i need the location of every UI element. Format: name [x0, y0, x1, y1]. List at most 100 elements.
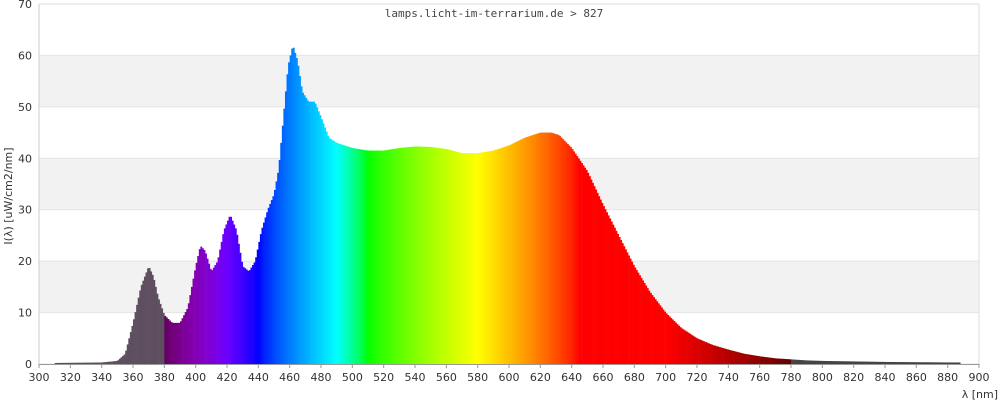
spectrum-slice [592, 182, 594, 364]
spectrum-slice [234, 228, 237, 364]
spectrum-slice [180, 321, 182, 364]
spectrum-slice [704, 341, 707, 364]
spectrum-slice [396, 148, 399, 364]
spectrum-slice [709, 343, 712, 364]
spectrum-slice [610, 221, 613, 364]
spectrum-slice [253, 262, 256, 364]
spectrum-slice [117, 360, 120, 364]
spectrum-slice [656, 301, 659, 364]
spectrum-slice [900, 362, 903, 364]
spectrum-slice [913, 362, 916, 364]
spectrum-slice [540, 132, 543, 364]
spectrum-slice [165, 317, 168, 364]
spectrum-slice [505, 146, 508, 364]
spectrum-slice [460, 152, 463, 364]
spectrum-slice [780, 358, 782, 364]
spectrum-slice [651, 295, 654, 364]
spectrum-slice [888, 361, 890, 364]
spectrum-slice [488, 151, 491, 364]
spectrum-slice [424, 146, 427, 364]
spectrum-slice [333, 141, 336, 364]
spectrum-slice [167, 319, 170, 364]
spectrum-slice [441, 148, 444, 364]
spectrum-slice [795, 359, 798, 364]
spectrum-slice [92, 362, 95, 364]
spectrum-slice [175, 322, 178, 364]
spectrum-slice [921, 362, 923, 364]
spectrum-slice [845, 361, 848, 364]
spectrum-slice [446, 149, 449, 364]
x-tick-label: 360 [123, 371, 144, 384]
spectrum-slice [361, 149, 364, 364]
spectrum-slice [787, 359, 790, 364]
spectrum-slice [687, 332, 690, 364]
spectrum-slice [269, 203, 272, 364]
spectrum-slice [89, 362, 91, 364]
spectrum-slice [604, 209, 607, 364]
spectrum-slice [775, 358, 778, 364]
spectrum-slice [59, 362, 62, 364]
spectrum-slice [654, 299, 657, 364]
x-tick-label: 760 [749, 371, 770, 384]
spectrum-slice [153, 280, 156, 364]
spectrum-slice [577, 158, 580, 364]
spectrum-slice [725, 348, 728, 364]
x-tick-label: 880 [937, 371, 958, 384]
spectrum-slice [70, 362, 73, 364]
spectrum-slice [147, 268, 149, 364]
spectrum-slice [523, 138, 525, 364]
spectrum-slice [534, 134, 536, 364]
spectrum-slice [324, 127, 326, 364]
x-tick-label: 800 [812, 371, 833, 384]
spectrum-slice [501, 147, 504, 364]
spectrum-slice [469, 153, 472, 364]
spectrum-slice [693, 336, 696, 364]
x-tick-label: 520 [373, 371, 394, 384]
spectrum-slice [593, 186, 596, 364]
spectrum-slice [408, 146, 411, 364]
spectrum-slice [100, 362, 102, 364]
spectrum-slice [549, 132, 552, 364]
spectrum-slice [372, 150, 375, 364]
spectrum-slice [529, 135, 532, 364]
spectrum-slice [866, 361, 869, 364]
y-tick-labels: 0 10 20 30 40 50 60 70 [18, 0, 32, 371]
spectrum-slice [383, 150, 386, 364]
spectrum-slice [701, 340, 704, 364]
spectrum-slice [79, 362, 82, 364]
spectrum-slice [344, 145, 347, 364]
spectrum-slice [731, 350, 734, 364]
spectrum-slice [388, 149, 391, 364]
spectrum-slice [400, 147, 403, 364]
spectrum-slice [660, 307, 663, 364]
spectrum-slice [292, 47, 295, 364]
spectrum-slice [430, 147, 433, 364]
spectrum-slice [394, 148, 397, 364]
spectrum-slice [391, 149, 394, 364]
x-tick-label: 400 [185, 371, 206, 384]
spectrum-slice [327, 135, 330, 364]
spectrum-slice [498, 148, 500, 364]
spectrum-slice [78, 362, 81, 364]
spectrum-slice [413, 146, 416, 364]
spectrum-slice [140, 284, 143, 364]
spectrum-slice [819, 360, 822, 364]
spectrum-slice [668, 316, 671, 364]
spectrum-slice [231, 220, 234, 364]
spectrum-slice [422, 146, 425, 364]
spectrum-slice [551, 132, 554, 364]
spectrum-slice [637, 272, 640, 364]
spectrum-slice [443, 148, 446, 364]
spectrum-slice [267, 207, 270, 364]
spectrum-slice [369, 150, 372, 364]
spectrum-slice [532, 134, 535, 364]
spectrum-slice [537, 133, 540, 364]
x-tick-label: 580 [467, 371, 488, 384]
spectrum-slice [104, 362, 107, 364]
spectrum-slice [371, 150, 373, 364]
spectrum-slice [928, 362, 931, 364]
spectrum-slice [613, 227, 616, 364]
spectrum-slice [64, 362, 66, 364]
spectrum-slice [457, 152, 460, 364]
spectrum-area [54, 47, 961, 365]
